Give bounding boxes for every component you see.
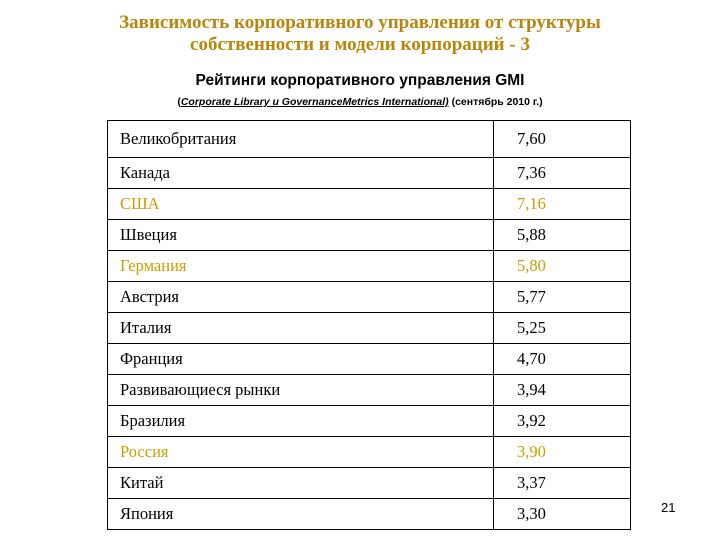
country-cell: Великобритания (107, 120, 494, 158)
table-row: Австрия 5,77 (107, 281, 631, 313)
country-cell: Бразилия (107, 405, 494, 437)
ratings-table: Великобритания 7,60 Канада 7,36 США 7,16 Швеци… (107, 120, 631, 530)
rating-value-cell: 3,37 (493, 467, 631, 499)
rating-value-cell: 5,25 (493, 312, 631, 344)
rating-value-cell: 3,94 (493, 374, 631, 406)
slide-title-line-2: собственности и модели корпораций - 3 (190, 34, 530, 55)
table-row: Развивающиеся рынки 3,94 (107, 374, 631, 406)
rating-value-cell: 3,92 (493, 405, 631, 437)
table-row: Швеция 5,88 (107, 219, 631, 251)
table-row: Канада 7,36 (107, 157, 631, 189)
rating-value-cell: 5,77 (493, 281, 631, 313)
slide-title-line-1: Зависимость корпоративного управления от… (119, 12, 601, 33)
rating-value-cell: 4,70 (493, 343, 631, 375)
ratings-table-body: Великобритания 7,60 Канада 7,36 США 7,16 Швеци… (107, 120, 631, 530)
rating-value-cell: 7,36 (493, 157, 631, 189)
rating-value-cell: 5,88 (493, 219, 631, 251)
rating-value-cell: 7,60 (493, 120, 631, 158)
page-number: 21 (661, 500, 676, 515)
source-note: (Corporate Library и GovernanceMetrics I… (0, 96, 720, 108)
country-cell: Германия (107, 250, 494, 282)
table-row: Италия 5,25 (107, 312, 631, 344)
rating-value-cell: 5,80 (493, 250, 631, 282)
country-cell: Италия (107, 312, 494, 344)
table-row: Германия 5,80 (107, 250, 631, 282)
country-cell: Россия (107, 436, 494, 468)
table-row: Китай 3,37 (107, 467, 631, 499)
country-cell: Развивающиеся рынки (107, 374, 494, 406)
table-row: Франция 4,70 (107, 343, 631, 375)
source-date: (сентябрь 2010 г.) (448, 96, 543, 108)
country-cell: Франция (107, 343, 494, 375)
country-cell: США (107, 188, 494, 220)
rating-value-cell: 7,16 (493, 188, 631, 220)
country-cell: Австрия (107, 281, 494, 313)
table-row: Россия 3,90 (107, 436, 631, 468)
table-row: Великобритания 7,60 (107, 120, 631, 158)
rating-value-cell: 3,30 (493, 498, 631, 530)
table-row: Япония 3,30 (107, 498, 631, 530)
table-subtitle: Рейтинги корпоративного управления GMI (195, 72, 525, 89)
country-cell: Китай (107, 467, 494, 499)
country-cell: Канада (107, 157, 494, 189)
country-cell: Швеция (107, 219, 494, 251)
slide-title: Зависимость корпоративного управления от… (0, 12, 720, 56)
rating-value-cell: 3,90 (493, 436, 631, 468)
country-cell: Япония (107, 498, 494, 530)
source-prefix: ( (177, 96, 181, 108)
source-organizations: Corporate Library и GovernanceMetrics In… (180, 96, 449, 108)
table-row: Бразилия 3,92 (107, 405, 631, 437)
table-row: США 7,16 (107, 188, 631, 220)
